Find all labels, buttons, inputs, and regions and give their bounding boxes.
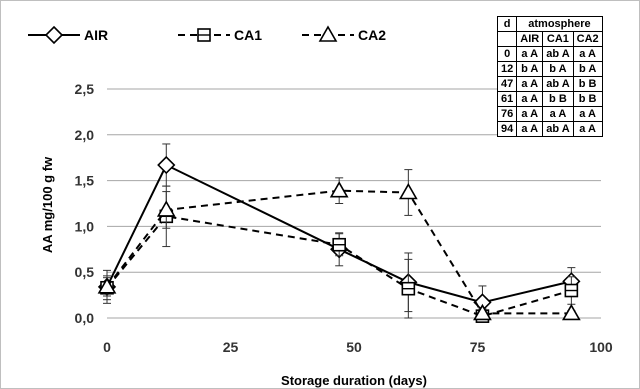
table-cell: a A xyxy=(516,106,544,122)
data-point xyxy=(157,155,176,175)
series-line xyxy=(106,163,572,304)
table-cell: b B xyxy=(572,76,603,92)
table-day-cell: 94 xyxy=(496,121,518,137)
table-day-cell: 47 xyxy=(496,76,518,92)
legend: AIR CA1 CA2 xyxy=(28,25,386,45)
x-tick-label: 75 xyxy=(470,339,486,355)
table-cell: a A xyxy=(516,91,544,107)
y-tick-labels: 0,0 0,5 1,0 1,5 2,0 2,5 xyxy=(75,81,95,326)
table-day-cell: 61 xyxy=(496,91,518,107)
table-cell: a A xyxy=(572,106,603,122)
table-cell: b B xyxy=(542,91,574,107)
table-cell: a A xyxy=(572,121,603,137)
table-header-group: atmosphere xyxy=(516,16,603,32)
table-day-cell: 76 xyxy=(496,106,518,122)
table-column-header: CA1 xyxy=(542,31,574,47)
data-point xyxy=(473,303,492,321)
table-header-day: d xyxy=(496,16,518,32)
table-cell: b A xyxy=(516,61,544,77)
y-tick-label: 1,5 xyxy=(75,173,95,189)
table-cell: ab A xyxy=(542,76,574,92)
legend-label: CA2 xyxy=(358,27,386,43)
data-point xyxy=(398,182,418,200)
legend-entry: CA1 xyxy=(178,27,262,43)
table-cell: a A xyxy=(516,46,544,62)
legend-entry: AIR xyxy=(28,25,108,45)
series-ca2 xyxy=(97,169,581,321)
data-point xyxy=(156,200,176,217)
legend-label: CA1 xyxy=(234,27,262,43)
table-cell: ab A xyxy=(542,46,574,62)
legend-entry: CA2 xyxy=(302,25,386,43)
y-tick-label: 2,0 xyxy=(75,127,95,143)
series-line xyxy=(106,189,572,315)
table-cell: b A xyxy=(542,61,574,77)
x-tick-labels: 0 25 50 75 100 xyxy=(103,339,613,355)
table-cell: a A xyxy=(516,76,544,92)
x-tick-label: 0 xyxy=(103,339,111,355)
legend-marker xyxy=(318,25,338,42)
table-column-header: CA2 xyxy=(572,31,603,47)
table-cell: a A xyxy=(516,121,544,137)
series-line xyxy=(106,215,572,318)
table-cell: a A xyxy=(542,106,574,122)
data-point xyxy=(561,303,581,321)
y-tick-label: 0,5 xyxy=(75,264,95,280)
table-corner-cell xyxy=(496,31,518,47)
legend-marker xyxy=(44,25,64,45)
x-tick-label: 50 xyxy=(346,339,362,355)
table-cell: b B xyxy=(572,91,603,107)
table-header-row: d atmosphere xyxy=(496,16,603,32)
table-day-cell: 0 xyxy=(496,46,518,62)
data-point xyxy=(329,181,349,198)
table-column-row: AIR CA1 CA2 xyxy=(496,31,603,47)
y-tick-label: 0,0 xyxy=(75,310,95,326)
table-day-cell: 12 xyxy=(496,61,518,77)
series-air xyxy=(97,143,581,320)
data-point xyxy=(97,277,117,294)
table-column-header: AIR xyxy=(516,31,544,47)
x-tick-label: 100 xyxy=(589,339,613,355)
x-axis-label: Storage duration (days) xyxy=(281,373,427,388)
y-tick-label: 2,5 xyxy=(75,81,95,97)
y-axis-label: AA mg/100 g fw xyxy=(40,156,55,253)
x-tick-label: 25 xyxy=(223,339,239,355)
table-cell: a A xyxy=(572,46,603,62)
y-tick-label: 1,0 xyxy=(75,218,95,234)
table-cell: ab A xyxy=(542,121,574,137)
series-ca1 xyxy=(100,185,579,323)
legend-label: AIR xyxy=(84,27,108,43)
series-layer xyxy=(97,143,581,323)
table-cell: b A xyxy=(572,61,603,77)
